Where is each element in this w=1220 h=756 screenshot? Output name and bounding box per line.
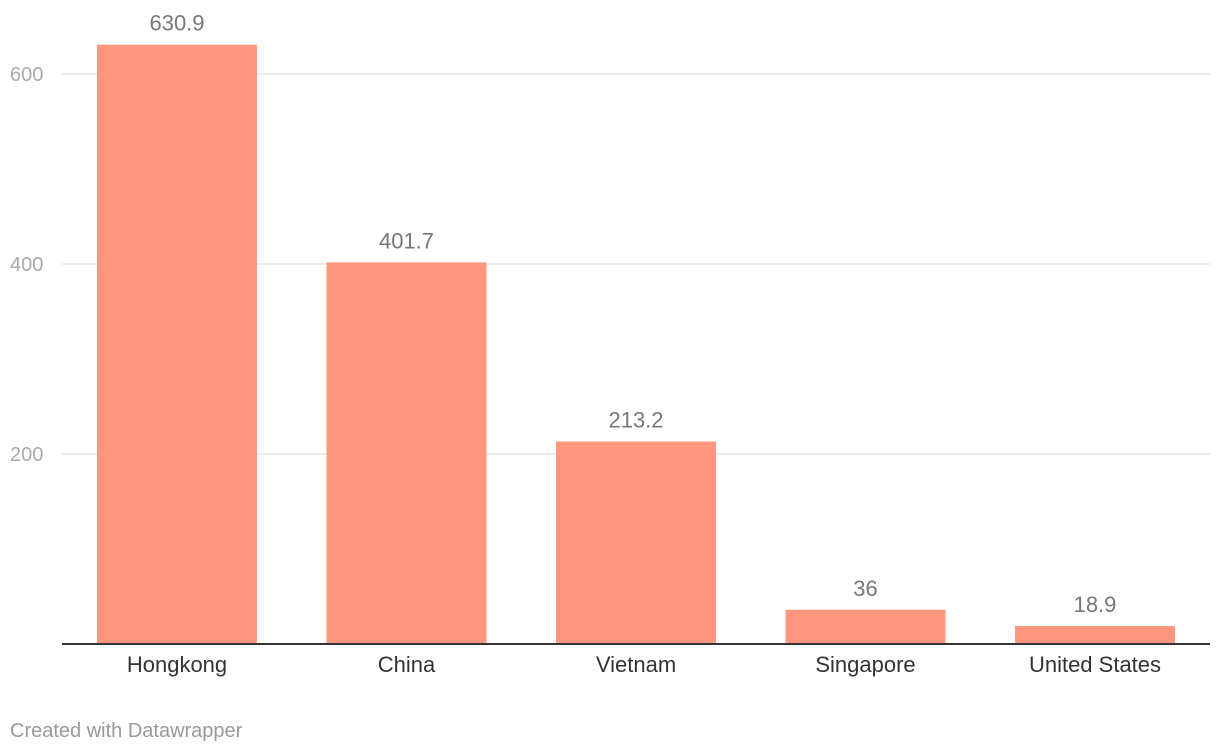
bar-value-label: 36 (853, 576, 877, 601)
x-category-label: Hongkong (127, 652, 227, 677)
y-tick-label: 400 (10, 254, 43, 276)
x-category-label: Vietnam (596, 652, 676, 677)
bar-value-label: 18.9 (1074, 592, 1117, 617)
y-tick-label: 600 (10, 64, 43, 86)
bar (326, 262, 487, 644)
datawrapper-credit[interactable]: Created with Datawrapper (10, 720, 243, 742)
x-category-label: United States (1029, 652, 1161, 677)
bar-value-label: 630.9 (149, 11, 204, 36)
bar (785, 609, 946, 644)
bar-value-label: 213.2 (608, 407, 663, 432)
bar (1015, 626, 1175, 644)
x-category-label: Singapore (815, 652, 915, 677)
bar (556, 441, 716, 644)
x-category-label: China (378, 652, 436, 677)
bar-value-label: 401.7 (379, 228, 434, 253)
y-tick-label: 200 (10, 444, 43, 466)
bar (97, 44, 257, 644)
